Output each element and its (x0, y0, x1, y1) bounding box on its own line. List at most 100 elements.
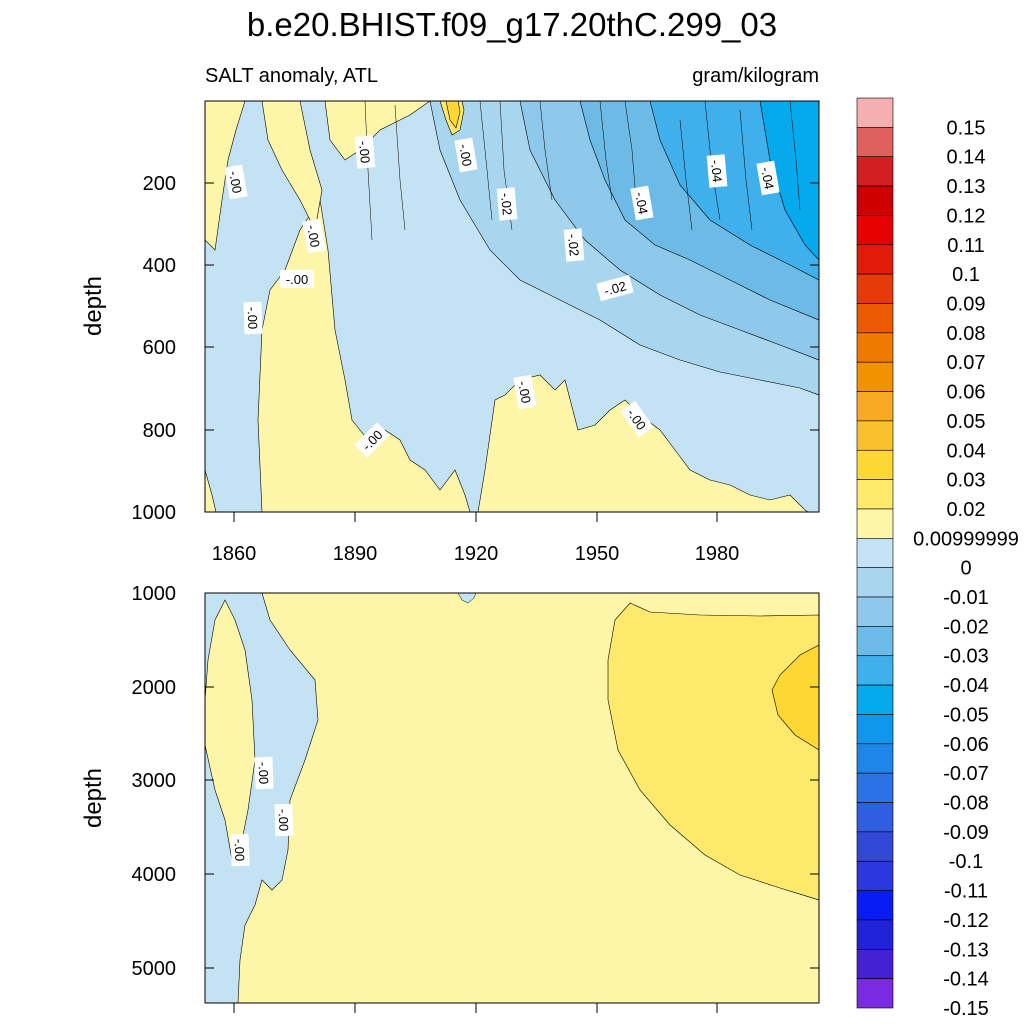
colorbar-label: -0.09 (943, 822, 989, 844)
x-tick-label: 1860 (212, 543, 257, 565)
contour-label: -.00 (256, 762, 272, 785)
contour-label: -.00 (245, 307, 261, 330)
colorbar-swatch (856, 449, 894, 480)
contour-label: -.02 (565, 233, 582, 257)
upper-y-axis: 200 400 600 800 1000 depth (80, 173, 819, 524)
y-tick-label: 1000 (132, 502, 177, 524)
colorbar-label: -0.01 (943, 587, 989, 609)
colorbar-swatch (856, 332, 894, 363)
colorbar-label: 0.08 (947, 323, 986, 345)
upper-streak-lines (364, 101, 801, 241)
colorbar-swatch (856, 391, 894, 422)
colorbar-label: 0.04 (947, 440, 986, 462)
contour-label: -.00 (232, 839, 248, 862)
colorbar-swatch (856, 948, 894, 979)
upper-x-axis: 1860 1890 1920 1950 1980 (212, 512, 739, 565)
contour-label: -.00 (226, 170, 245, 195)
lower-panel-frame (204, 592, 820, 1004)
colorbar-swatch (856, 479, 894, 510)
colorbar-label: 0 (960, 558, 971, 580)
colorbar-swatch (856, 714, 894, 745)
colorbar-swatch (856, 567, 894, 598)
contour-label: -.04 (708, 159, 725, 183)
colorbar-label: -0.11 (944, 881, 988, 903)
lower-contour-labels: -.00 -.00 -.00 (230, 756, 294, 867)
colorbar-swatch (856, 919, 894, 950)
contour-label: -.00 (304, 224, 323, 249)
x-tick-label: 1920 (454, 543, 499, 565)
colorbar-label: -0.14 (943, 969, 989, 991)
colorbar-swatch (856, 538, 894, 568)
contour-label: -.00 (515, 380, 534, 405)
contour-label: -.00 (276, 809, 292, 832)
contour-label: -.00 (456, 143, 475, 168)
y-tick-label: 200 (143, 173, 176, 195)
colorbar-label: -0.15 (943, 998, 989, 1020)
upper-band-neg05 (759, 101, 819, 261)
colorbar-swatch (856, 890, 894, 921)
contour-label: -.02 (602, 278, 628, 298)
colorbar-swatch (856, 244, 894, 275)
lower-negative-dimple (457, 593, 477, 604)
contour-label: -.04 (758, 166, 777, 191)
contour-label: -.00 (286, 272, 308, 287)
colorbar-label: 0.07 (947, 352, 986, 374)
colorbar-swatch (856, 303, 894, 334)
upper-y-axis-title: depth (80, 276, 107, 336)
colorbar-swatch (856, 361, 894, 392)
colorbar-label: 0.09 (947, 294, 986, 316)
colorbar-label: -0.08 (943, 793, 989, 815)
lower-positive-band-01 (607, 602, 819, 901)
upper-warm-blob-b (445, 101, 461, 129)
colorbar-swatch (856, 743, 894, 774)
y-tick-label: 800 (143, 420, 176, 442)
colorbar-labels: 0.15 0.14 0.13 0.12 0.11 0.1 0.09 0.08 0.07 0.06 0… (913, 117, 1019, 1020)
y-tick-label: 4000 (132, 864, 177, 886)
lower-panel (205, 593, 819, 1003)
colorbar-swatch (856, 626, 894, 657)
colorbar-swatch (856, 772, 894, 803)
colorbar-label: 0.11 (947, 235, 984, 257)
upper-contour-labels: -.00 -.00 -.00 -.00 -.00 -.00 -.00 -.00 … (224, 135, 780, 458)
colorbar-swatch (856, 831, 894, 862)
colorbar-swatch (856, 156, 894, 187)
colorbar-swatch (856, 860, 894, 891)
colorbar-label: -0.02 (943, 616, 989, 638)
colorbar-label: -0.05 (943, 705, 989, 727)
upper-panel (205, 101, 819, 512)
colorbar-label: 0.1 (952, 264, 980, 286)
colorbar-swatch (856, 684, 894, 715)
units-label: gram/kilogram (692, 65, 819, 87)
lower-y-axis: 1000 2000 3000 4000 5000 depth (80, 583, 819, 980)
colorbar-label: 0.02 (947, 499, 986, 521)
colorbar-label: -0.06 (943, 734, 989, 756)
colorbar-swatch (856, 978, 894, 1009)
colorbar-swatch (856, 420, 894, 451)
colorbar-label: -0.13 (943, 939, 989, 961)
y-tick-label: 600 (143, 337, 176, 359)
colorbar-swatch (856, 508, 894, 539)
colorbar-label: -0.12 (943, 910, 989, 932)
variable-label: SALT anomaly, ATL (205, 65, 378, 87)
chart-title: b.e20.BHIST.f09_g17.20thC.299_03 (247, 6, 777, 43)
colorbar-label: 0.06 (947, 382, 986, 404)
y-tick-label: 5000 (132, 958, 177, 980)
y-tick-label: 3000 (132, 770, 177, 792)
x-tick-label: 1890 (333, 543, 378, 565)
colorbar-label: 0.12 (947, 205, 986, 227)
colorbar-swatch (856, 127, 894, 157)
colorbar (856, 97, 894, 1009)
colorbar-swatch (856, 97, 894, 128)
colorbar-label: 0.05 (947, 411, 986, 433)
colorbar-swatch (856, 215, 894, 246)
contour-label: -.04 (632, 191, 651, 216)
upper-panel-frame (204, 100, 820, 513)
colorbar-label: 0.15 (947, 117, 986, 139)
colorbar-label: 0.00999999 (913, 528, 1019, 550)
colorbar-swatch (856, 185, 894, 216)
colorbar-label: -0.07 (943, 763, 989, 785)
colorbar-swatch (856, 596, 894, 627)
colorbar-label: 0.14 (947, 147, 986, 169)
contour-label: -.00 (356, 140, 373, 164)
